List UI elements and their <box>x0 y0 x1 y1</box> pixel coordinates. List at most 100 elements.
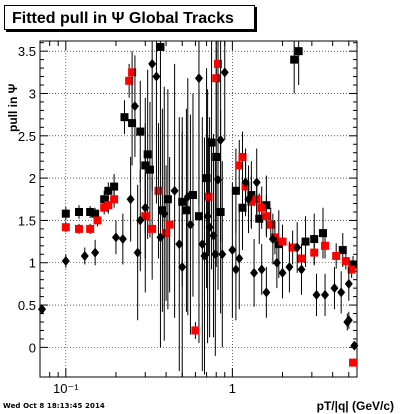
data-point-black-square <box>182 206 191 215</box>
data-point-diamond <box>141 202 150 213</box>
data-point-red-square <box>235 161 244 170</box>
data-point-diamond <box>312 289 321 300</box>
data-point-diamond <box>293 242 302 253</box>
data-point-black-square <box>104 186 113 195</box>
data-point-black-square <box>91 209 100 218</box>
y-tick-label: 1.5 <box>18 213 36 228</box>
data-point-diamond <box>156 232 165 243</box>
data-point-red-square <box>165 220 174 229</box>
data-point-black-square <box>128 119 137 128</box>
data-point-diamond <box>231 264 240 275</box>
data-point-diamond <box>214 174 223 185</box>
data-point-diamond <box>244 194 253 205</box>
timestamp-footer: Wed Oct 8 18:13:45 2014 <box>3 402 105 410</box>
data-point-red-square <box>247 197 256 206</box>
data-point-diamond <box>278 267 287 278</box>
y-tick-label: 0 <box>29 340 36 355</box>
data-point-red-square <box>262 212 271 221</box>
data-point-black-square <box>188 191 197 200</box>
data-point-black-square <box>61 209 70 218</box>
data-point-black-square <box>145 165 154 174</box>
data-point-diamond <box>160 208 169 219</box>
x-tick-label: 10⁻¹ <box>53 381 79 396</box>
data-point-black-square <box>301 237 310 246</box>
data-point-red-square <box>204 192 213 201</box>
data-point-black-square <box>212 152 221 161</box>
data-point-red-square <box>154 186 163 195</box>
data-point-black-square <box>156 42 165 51</box>
data-point-diamond <box>130 101 139 112</box>
data-point-diamond <box>241 177 250 188</box>
data-point-red-square <box>349 358 358 367</box>
data-point-diamond <box>344 315 353 326</box>
data-point-diamond <box>211 249 220 260</box>
data-point-diamond <box>118 234 127 245</box>
data-point-red-square <box>86 224 95 233</box>
data-point-red-square <box>191 326 200 335</box>
data-point-diamond <box>216 135 225 146</box>
data-point-diamond <box>337 287 346 298</box>
data-point-diamond <box>136 215 145 226</box>
data-point-diamond <box>133 247 142 258</box>
data-point-black-square <box>86 207 95 216</box>
data-point-black-square <box>338 246 347 255</box>
data-point-black-square <box>207 138 216 147</box>
data-point-red-square <box>238 152 247 161</box>
data-point-red-square <box>288 243 297 252</box>
data-point-diamond <box>250 267 259 278</box>
data-point-black-square <box>294 47 303 56</box>
data-point-diamond <box>175 239 184 250</box>
data-point-diamond <box>297 264 306 275</box>
data-point-red-square <box>93 216 102 225</box>
data-point-red-square <box>148 224 157 233</box>
x-tick-label: 1 <box>229 381 236 396</box>
data-point-red-square <box>104 201 113 210</box>
data-point-red-square <box>162 229 171 238</box>
data-point-diamond <box>268 234 277 245</box>
data-point-diamond <box>272 257 281 268</box>
data-point-diamond <box>111 232 120 243</box>
data-point-red-square <box>347 265 356 274</box>
data-point-diamond <box>218 249 227 260</box>
data-point-diamond <box>198 239 207 250</box>
data-point-red-square <box>74 224 83 233</box>
data-point-diamond <box>148 58 157 69</box>
data-point-diamond <box>170 185 179 196</box>
data-point-black-square <box>74 207 83 216</box>
data-point-black-square <box>349 260 358 269</box>
data-point-red-square <box>257 203 266 212</box>
data-point-black-square <box>110 182 119 191</box>
data-point-diamond <box>285 261 294 272</box>
data-point-red-square <box>310 248 319 257</box>
data-point-black-square <box>163 195 172 204</box>
data-point-red-square <box>321 241 330 250</box>
data-point-diamond <box>200 250 209 261</box>
data-point-diamond <box>205 222 214 233</box>
data-point-red-square <box>214 59 223 68</box>
data-point-diamond <box>262 287 271 298</box>
y-axis-label: pull in Ψ <box>6 83 20 132</box>
data-point-black-square <box>310 235 319 244</box>
data-point-red-square <box>125 76 134 85</box>
data-point-black-square <box>100 195 109 204</box>
x-axis-label: pT/|q| (GeV/c) <box>316 399 394 413</box>
data-point-black-square <box>136 127 145 136</box>
data-point-red-square <box>278 237 287 246</box>
data-point-diamond <box>235 253 244 264</box>
y-tick-label: 3 <box>29 86 36 101</box>
data-point-red-square <box>110 195 119 204</box>
data-point-diamond <box>91 247 100 258</box>
y-tick-label: 2.5 <box>18 129 36 144</box>
data-point-red-square <box>212 74 221 83</box>
data-point-diamond <box>38 304 47 315</box>
y-tick-label: 1 <box>29 256 36 271</box>
data-point-diamond <box>80 250 89 261</box>
data-point-diamond <box>186 219 195 230</box>
data-point-black-square <box>202 174 211 183</box>
data-point-diamond <box>344 278 353 289</box>
data-point-black-square <box>194 212 203 221</box>
data-point-diamond <box>321 289 330 300</box>
data-point-black-square <box>290 55 299 64</box>
data-point-diamond <box>152 71 161 82</box>
